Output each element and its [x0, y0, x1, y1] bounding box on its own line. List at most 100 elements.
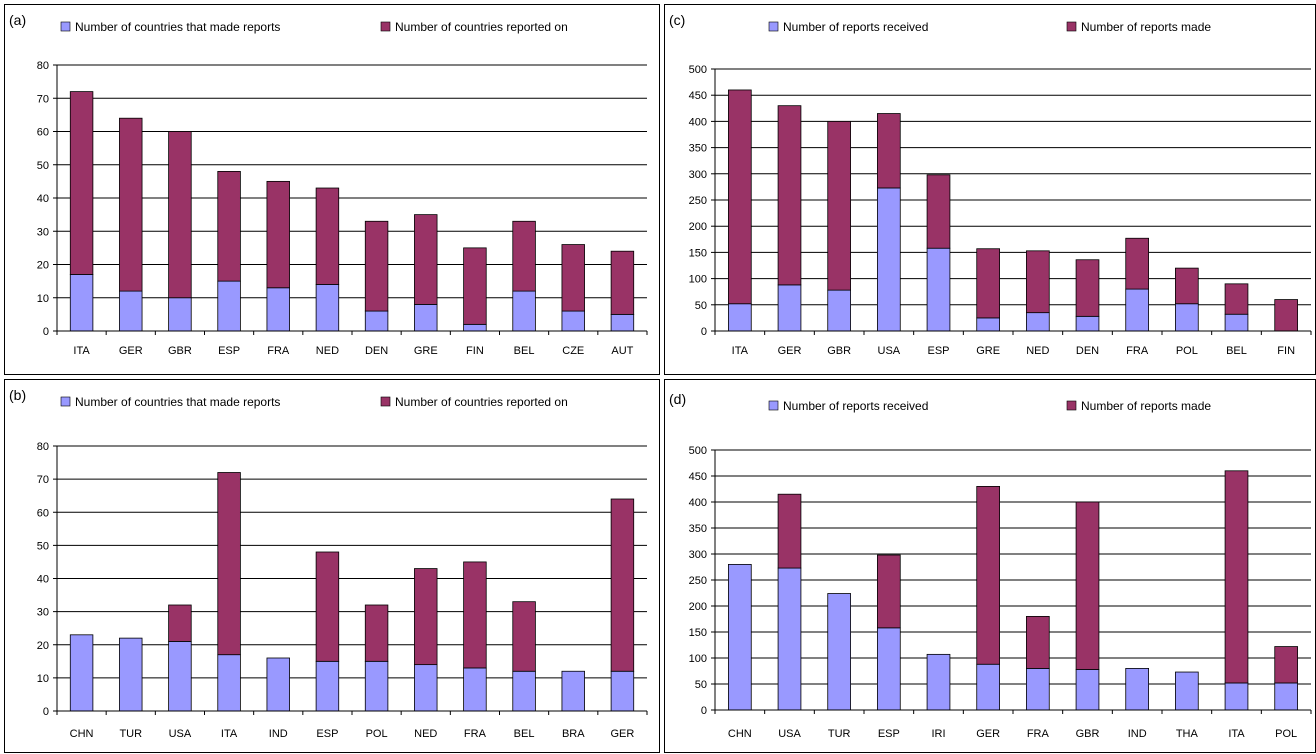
bar-segment: [1026, 667, 1050, 711]
bar-segment: [1026, 615, 1050, 669]
bar-segment: [777, 493, 802, 569]
bar-segment: [217, 654, 241, 712]
category-label: POL: [366, 728, 388, 740]
chart-panel-c: (c) Number of reports received Number of r…: [664, 4, 1316, 375]
bar-segment: [69, 274, 94, 332]
bar-segment: [266, 180, 290, 289]
bar-segment: [1075, 501, 1100, 670]
bar-segment: [463, 323, 487, 332]
category-label: GER: [778, 345, 802, 357]
bar-segment: [1224, 470, 1249, 684]
bar-segment: [512, 601, 536, 672]
category-label: GBR: [168, 345, 192, 357]
bar-segment: [976, 317, 1000, 332]
category-label: USA: [878, 345, 901, 357]
bar-segment: [777, 105, 802, 286]
category-label: DEN: [1076, 345, 1099, 357]
bar-segment: [926, 174, 951, 249]
y-tick-label: 10: [37, 673, 49, 685]
bar-segment: [877, 113, 901, 189]
bar-segment: [926, 247, 951, 332]
y-tick-label: 100: [689, 653, 707, 665]
y-tick-label: 50: [37, 160, 49, 172]
chart-panel-a: (a) Number of countries that made reports…: [4, 4, 660, 375]
category-label: IND: [269, 728, 288, 740]
bar-segment: [827, 593, 851, 711]
panel-label: (c): [669, 12, 685, 28]
bar-segment: [1075, 669, 1100, 711]
panel-label: (d): [669, 391, 686, 407]
legend-entry: Number of countries that made reports: [75, 20, 280, 34]
bar-segment: [1274, 682, 1298, 711]
category-label: ITA: [221, 728, 238, 740]
y-tick-label: 0: [43, 326, 49, 338]
bar-segment: [463, 561, 487, 669]
legend-entry: Number of reports received: [783, 20, 928, 34]
bar-segment: [877, 554, 901, 629]
y-tick-label: 30: [37, 607, 49, 619]
bar-segment: [119, 290, 143, 332]
category-label: USA: [778, 728, 801, 740]
y-tick-label: 70: [37, 93, 49, 105]
category-label: ITA: [732, 345, 749, 357]
y-tick-label: 500: [689, 64, 707, 76]
legend-swatch: [768, 400, 779, 411]
y-tick-label: 350: [689, 143, 707, 155]
y-tick-label: 150: [689, 247, 707, 259]
legend-swatch: [380, 21, 391, 32]
category-label: TUR: [119, 728, 142, 740]
bar-segment: [1026, 250, 1050, 314]
category-label: ESP: [927, 345, 949, 357]
category-label: USA: [169, 728, 192, 740]
bar-segment: [364, 660, 389, 712]
bar-segment: [827, 289, 851, 332]
y-tick-label: 20: [37, 260, 49, 272]
category-label: GBR: [827, 345, 851, 357]
category-label: ITA: [73, 345, 90, 357]
category-label: CZE: [562, 345, 584, 357]
bar-segment: [364, 310, 389, 332]
bar-segment: [777, 284, 802, 332]
category-label: NED: [1026, 345, 1049, 357]
category-label: FIN: [1277, 345, 1295, 357]
bar-segment: [728, 89, 752, 305]
y-tick-label: 50: [37, 540, 49, 552]
bar-segment: [610, 250, 635, 315]
y-tick-label: 300: [689, 549, 707, 561]
bar-segment: [168, 297, 192, 332]
bar-segment: [1125, 667, 1149, 711]
bar-segment: [315, 660, 340, 712]
bar-segment: [976, 663, 1000, 711]
legend-swatch: [60, 21, 71, 32]
legend-swatch: [768, 21, 779, 32]
y-tick-label: 60: [37, 507, 49, 519]
category-label: GER: [119, 345, 143, 357]
panel-label: (a): [9, 12, 26, 28]
category-label: NED: [316, 345, 339, 357]
bar-segment: [217, 170, 241, 282]
category-label: GER: [976, 728, 1000, 740]
bar-segment: [1224, 283, 1249, 315]
bar-segment: [561, 310, 585, 332]
y-tick-label: 40: [37, 574, 49, 586]
category-label: BEL: [1226, 345, 1247, 357]
category-label: GER: [610, 728, 634, 740]
category-label: AUT: [611, 345, 633, 357]
legend-swatch: [380, 396, 391, 407]
y-tick-label: 80: [37, 441, 49, 453]
bar-segment: [69, 91, 94, 275]
bar-segment: [512, 670, 536, 712]
y-tick-label: 250: [689, 195, 707, 207]
bar-segment: [512, 290, 536, 332]
chart-panel-d: (d) Number of reports received Number of r…: [664, 379, 1316, 753]
bar-segment: [610, 313, 635, 332]
category-label: FIN: [466, 345, 484, 357]
bar-segment: [1026, 312, 1050, 332]
bar-segment: [1224, 682, 1249, 711]
legend-entry: Number of reports made: [1081, 20, 1211, 34]
y-tick-label: 80: [37, 60, 49, 72]
bar-segment: [168, 131, 192, 299]
bar-segment: [512, 220, 536, 292]
bar-segment: [561, 244, 585, 312]
y-tick-label: 30: [37, 226, 49, 238]
